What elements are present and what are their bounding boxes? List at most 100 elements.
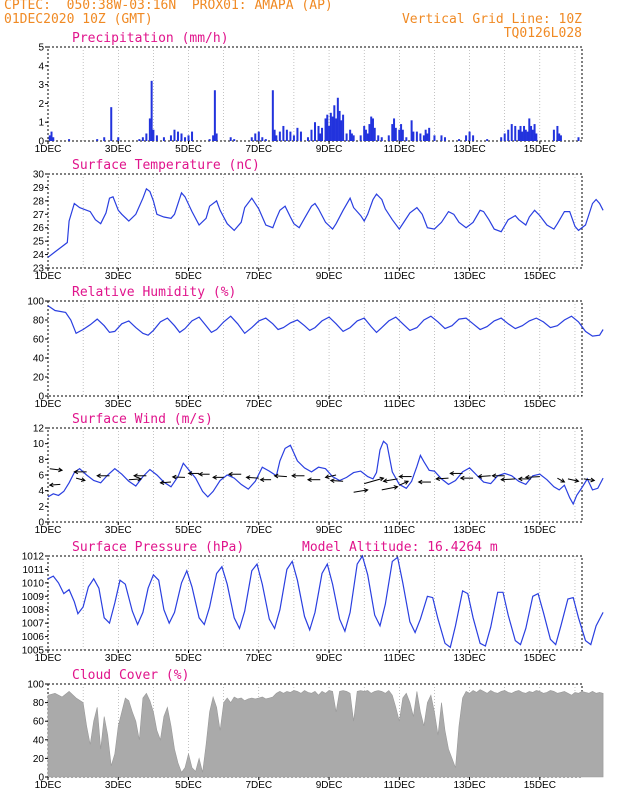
x-tick-label: 11DEC [384,525,416,536]
x-tick-label: 15DEC [524,399,556,410]
precip-bar [412,131,415,141]
x-tick-label: 5DEC [175,271,202,282]
wind-arrowhead [212,474,217,480]
precip-bar [271,90,274,141]
y-tick-label: 60 [33,335,45,346]
precip-bar [424,129,427,141]
y-tick-label: 1008 [22,605,45,616]
wind-arrowhead [363,488,369,493]
precip-bar [400,124,403,141]
panel-frame [47,173,583,269]
x-tick-label: 11DEC [384,399,416,410]
header-grid-line: Vertical Grid Line: 10Z [401,12,582,27]
header-model-id: TQ0126L028 [503,26,582,41]
precip-bar [526,131,529,141]
wind-arrowhead [137,476,143,482]
precip-bar [145,133,148,141]
rh-series-line [47,305,604,337]
y-tick-label: 80 [33,698,45,709]
precip-bar [176,131,179,141]
x-tick-label: 15DEC [524,525,556,536]
y-tick-label: 20 [33,373,45,384]
wind-vector [399,480,409,486]
wind-arrowhead [477,474,483,479]
precip-bar [364,129,367,141]
wind-arrowhead [379,476,385,482]
wind-arrowhead [273,473,279,479]
x-tick-label: 13DEC [453,271,485,282]
precip-bar [257,131,260,141]
y-tick-label: 100 [27,680,44,691]
x-tick-label: 13DEC [453,399,485,410]
y-tick-label: 10 [33,439,45,450]
precip-bar [398,129,401,141]
x-tick-label: 1DEC [35,525,62,536]
precip-bar [261,137,264,141]
x-tick-label: 13DEC [453,525,485,536]
y-tick-label: 5 [38,43,44,54]
wind-arrowhead [80,477,86,482]
x-tick-label: 11DEC [384,144,416,155]
precip-bar [282,125,285,141]
wind-arrowhead [449,471,455,476]
precip-bar [559,135,562,141]
precip-bar [191,131,194,141]
wind-arrowhead [417,479,423,485]
precip-bar [324,118,327,141]
precip-bar [524,129,527,141]
wind-vector [436,477,449,480]
precip-bar [523,125,526,141]
x-tick-label: 1DEC [35,653,62,664]
x-tick-label: 3DEC [105,271,132,282]
y-tick-label: 0 [38,773,44,784]
panel-title: Surface Pressure (hPa) [72,540,244,555]
wind-vector [49,468,63,471]
wind-vector [583,478,595,481]
y-tick-label: 1012 [22,552,45,563]
precip-bar [321,127,324,141]
precip-bar [377,135,380,141]
x-tick-label: 3DEC [105,525,132,536]
wind-vector [246,476,259,479]
cloud-cover-area [47,689,604,778]
precip-bar [472,135,475,141]
precip-bar [486,139,489,141]
precip-bar [213,90,216,141]
x-tick-label: 9DEC [316,399,343,410]
y-tick-label: 12 [33,424,45,435]
press-series-line [47,554,604,649]
y-tick-label: 0 [38,137,44,148]
x-tick-label: 15DEC [524,780,556,791]
x-tick-label: 1DEC [35,399,62,410]
x-tick-label: 5DEC [175,399,202,410]
precip-bar [342,114,345,141]
wind-arrowhead [245,475,251,480]
y-tick-label: 40 [33,735,45,746]
precip-bar [530,125,533,141]
x-tick-label: 7DEC [245,780,272,791]
panel-title: Surface Wind (m/s) [72,412,213,427]
precip-bar [187,135,190,141]
precip-bar [250,137,253,141]
y-tick-label: 80 [33,316,45,327]
precip-bar [148,118,151,141]
x-tick-label: 9DEC [316,525,343,536]
precip-bar [373,127,376,141]
precip-bar [68,139,71,141]
precip-bar [328,125,331,141]
x-tick-label: 9DEC [316,271,343,282]
y-tick-label: 29 [33,183,45,194]
precip-bar [184,137,187,141]
x-tick-label: 3DEC [105,144,132,155]
wind-arrowhead [382,478,388,484]
precip-bar [380,137,383,141]
precip-bar [138,139,141,141]
precip-bar [317,125,320,141]
precip-bar [329,112,332,141]
precip-bar [366,133,369,141]
precip-bar [350,133,353,141]
wind-arrowhead [393,485,399,490]
wind-vector [353,489,368,493]
wind-arrowhead [291,473,296,479]
